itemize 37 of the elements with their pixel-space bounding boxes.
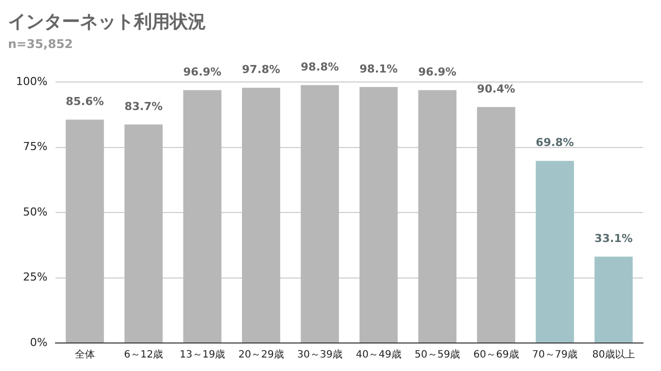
- data-label: 83.7%: [124, 100, 163, 113]
- data-label: 96.9%: [183, 65, 222, 78]
- data-label: 96.9%: [418, 65, 456, 78]
- bar: [242, 88, 280, 342]
- bar: [594, 256, 633, 342]
- chart-subtitle: n=35,852: [8, 36, 73, 51]
- bar: [536, 160, 574, 342]
- y-tick-label: 25%: [22, 270, 48, 284]
- bar: [418, 90, 456, 342]
- x-tick-label: 60～69歳: [473, 348, 519, 361]
- x-tick-label: 6～12歳: [124, 348, 164, 361]
- data-label: 33.1%: [594, 232, 633, 245]
- y-tick-label: 50%: [22, 205, 48, 218]
- bar: [66, 120, 104, 342]
- x-tick-label: 50～59歳: [414, 348, 460, 361]
- data-label: 98.1%: [360, 62, 398, 76]
- x-tick-label: 13～19歳: [180, 348, 226, 361]
- x-tick-label: 20～29歳: [238, 348, 284, 361]
- x-tick-label: 30～39歳: [297, 348, 343, 361]
- chart-title: インターネット利用状況: [8, 11, 206, 32]
- bar: [183, 90, 222, 342]
- data-label: 90.4%: [477, 82, 516, 96]
- data-label: 69.8%: [536, 136, 574, 150]
- y-tick-label: 100%: [16, 74, 48, 88]
- x-tick-label: 全体: [74, 348, 95, 361]
- bar: [300, 85, 339, 342]
- x-tick-label: 80歳以上: [592, 348, 635, 361]
- data-label: 97.8%: [242, 63, 280, 76]
- bar: [477, 107, 516, 342]
- y-tick-label: 75%: [22, 140, 48, 154]
- y-tick-label: 0%: [30, 336, 48, 349]
- bar: [124, 124, 163, 342]
- data-label: 98.8%: [300, 60, 339, 74]
- x-tick-label: 40～49歳: [356, 348, 402, 361]
- bar: [360, 86, 398, 342]
- x-tick-label: 70～79歳: [532, 348, 578, 361]
- data-label: 85.6%: [66, 94, 104, 108]
